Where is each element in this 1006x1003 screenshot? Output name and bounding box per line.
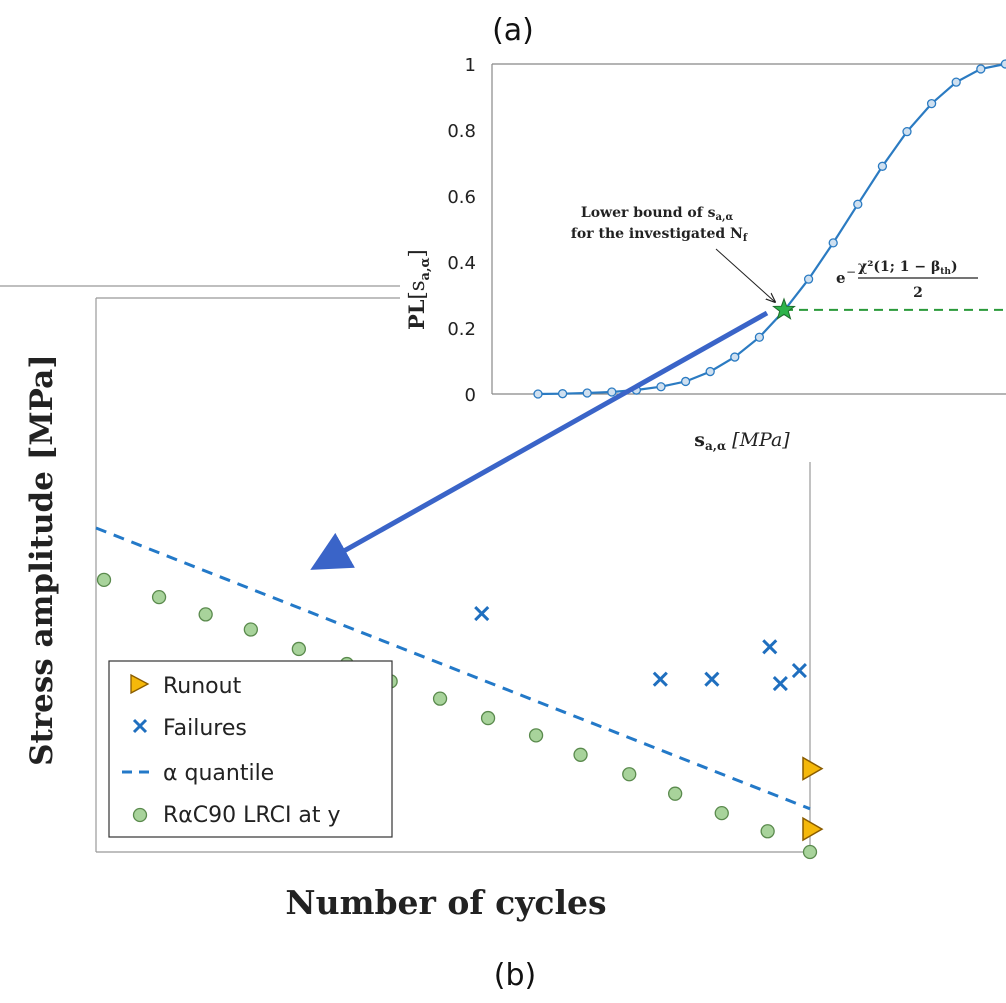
- lrci-point: [432, 691, 448, 706]
- legend-runout-marker: [130, 673, 150, 695]
- legend-item-quantile: α quantile: [122, 761, 274, 786]
- panel-a-y-axis-label: PL[sa,α]: [404, 249, 433, 330]
- lower-bound-star-marker: [772, 297, 796, 320]
- lrci-point: [714, 805, 729, 821]
- panel-a-x-axis-label: sa,α [MPa]: [694, 429, 790, 453]
- legend-item-failures: Failures: [132, 716, 247, 741]
- legend-box: [108, 660, 393, 838]
- legend-item-runout: Runout: [130, 673, 242, 699]
- lrci-point: [96, 572, 112, 587]
- lrci-point: [528, 728, 544, 743]
- pl-curve-point: [853, 199, 863, 209]
- svg-text:PL[sa,α]: PL[sa,α]: [404, 249, 433, 330]
- legend-lrci-marker: [132, 807, 148, 823]
- alpha-quantile-line: [95, 526, 811, 811]
- legend: Runout Failures α quantile RαC90 LRCI at…: [108, 660, 393, 838]
- runout-marker: [802, 756, 824, 781]
- panel-a-plot-background: [492, 64, 1006, 394]
- panel-a-y-tick-label: 0.4: [447, 253, 476, 274]
- pl-curve-point: [803, 274, 814, 284]
- panel-a: 0 0.2 0.4 0.6 0.8 1 Lower bound of sa,α for t…: [404, 13, 1006, 453]
- panel-a-y-tick-label: 0.8: [447, 121, 476, 142]
- pl-curve-point: [533, 389, 543, 399]
- pl-curve-point: [754, 332, 765, 342]
- failure-marker: [791, 662, 807, 679]
- pl-curve-point: [877, 161, 888, 171]
- lrci-point: [622, 767, 637, 782]
- lrci-point: [151, 589, 167, 605]
- lrci-point: [760, 824, 775, 839]
- threshold-formula: e − χ²(1; 1 − βth) 2: [836, 259, 978, 301]
- legend-item-lrci: RαC90 LRCI at y: [132, 803, 341, 828]
- lrci-point: [802, 844, 818, 860]
- panel-b-label: (b): [494, 958, 536, 993]
- panel-a-y-tick-label: 1: [465, 55, 476, 76]
- formula-base: e: [836, 269, 846, 287]
- panel-a-y-tick-label: 0: [465, 385, 476, 406]
- connecting-arrow: [310, 310, 769, 570]
- pl-curve-point: [582, 388, 592, 398]
- runout-marker: [802, 816, 824, 842]
- pl-curve-point: [607, 387, 617, 397]
- panel-b: Runout Failures α quantile RαC90 LRCI at…: [0, 285, 824, 993]
- pl-curve-point: [680, 376, 691, 387]
- formula-denominator: 2: [913, 285, 923, 301]
- panel-b-y-axis-label: Stress amplitude [MPa]: [24, 354, 60, 766]
- pl-curve-point: [656, 382, 666, 392]
- panel-a-y-tick-label: 0.6: [447, 187, 476, 208]
- annotation-line1: Lower bound of sa,α: [581, 205, 734, 223]
- pl-curve-point: [926, 98, 937, 109]
- pl-curve-point: [557, 389, 568, 399]
- lrci-point: [243, 622, 258, 637]
- legend-failure-marker: [132, 718, 148, 734]
- legend-runout-label: Runout: [163, 674, 242, 699]
- pl-curve-point: [705, 366, 715, 377]
- formula-minus: −: [846, 265, 856, 279]
- annotation-line2: for the investigated Nf: [571, 226, 748, 244]
- pl-curve-point: [730, 352, 740, 362]
- pl-curve-point: [951, 77, 961, 87]
- panel-a-y-tick-label: 0.2: [447, 319, 476, 340]
- pl-curve-point: [902, 126, 912, 137]
- pl-curve-point: [976, 64, 986, 74]
- failure-marker: [474, 605, 490, 622]
- legend-quantile-label: α quantile: [163, 761, 274, 786]
- failure-marker: [772, 675, 788, 692]
- panel-a-label: (a): [492, 13, 534, 48]
- lrci-point: [668, 786, 683, 801]
- failure-marker: [762, 639, 778, 655]
- failure-marker: [704, 671, 720, 687]
- lrci-point: [291, 641, 307, 657]
- failure-marker: [652, 671, 668, 687]
- lrci-point: [480, 710, 496, 726]
- legend-lrci-label: RαC90 LRCI at y: [163, 803, 341, 828]
- formula-numerator: χ²(1; 1 − βth): [858, 259, 958, 277]
- annotation-pointer: [715, 248, 775, 302]
- panel-b-x-axis-label: Number of cycles: [285, 883, 606, 922]
- legend-failures-label: Failures: [163, 716, 247, 741]
- lrci-point: [573, 747, 588, 762]
- pl-curve-point: [1000, 59, 1006, 69]
- pl-curve-point: [828, 238, 838, 248]
- lrci-point: [198, 607, 213, 622]
